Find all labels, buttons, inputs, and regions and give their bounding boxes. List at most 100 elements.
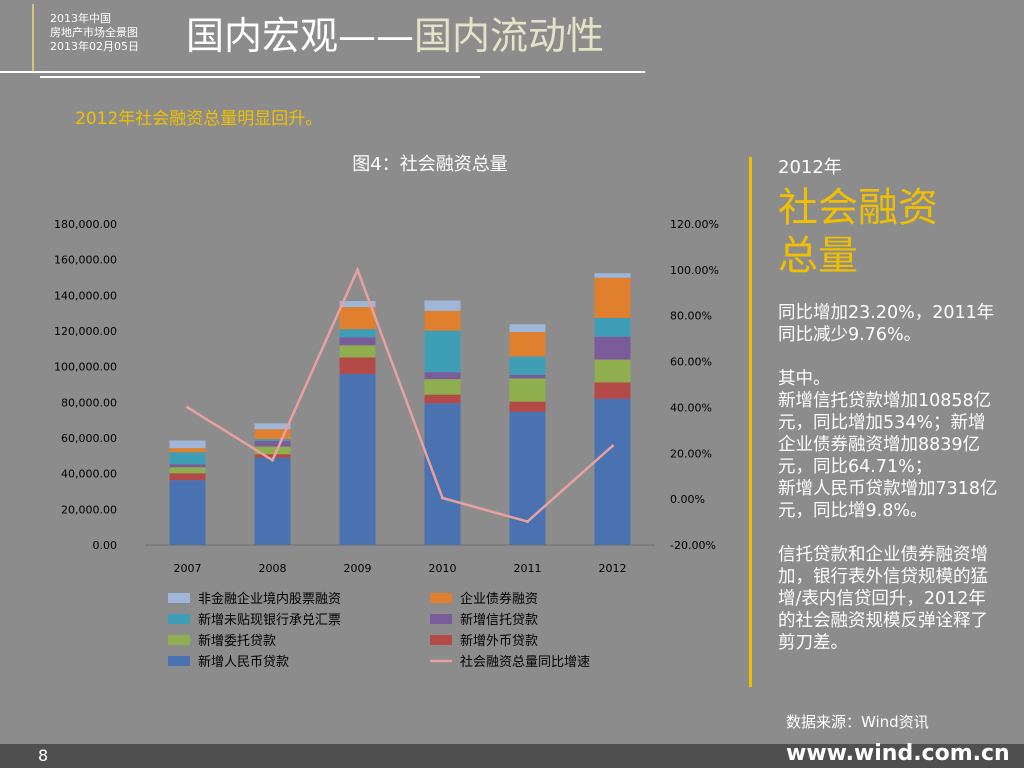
bar-segment xyxy=(509,411,546,545)
y-left-tick-label: 20,000.00 xyxy=(61,503,117,516)
bar-segment xyxy=(509,401,546,412)
bar-segment xyxy=(254,429,291,440)
bar-segment xyxy=(169,440,206,449)
bar-segment xyxy=(254,423,291,430)
y-right-tick-label: 60.00% xyxy=(670,356,712,369)
bar-segment xyxy=(339,373,376,545)
bar-segment xyxy=(339,357,376,374)
x-tick-label: 2009 xyxy=(344,562,372,575)
panel-body-text: 同比增加23.20%，2011年同比减少9.76%。 其中。 新增信托贷款增加1… xyxy=(778,303,998,653)
y-right-tick-label: 100.00% xyxy=(670,264,719,277)
bar-segment xyxy=(339,301,376,308)
bar-segment xyxy=(254,441,291,447)
bar-segment xyxy=(424,403,461,545)
growth-point xyxy=(186,405,189,409)
panel-heading-line-1: 社会融资 xyxy=(778,185,938,231)
x-tick-label: 2008 xyxy=(259,562,287,575)
growth-point xyxy=(356,268,359,272)
y-right-tick-label: 0.00% xyxy=(670,493,705,506)
header-subtitle-line-3: 2013年02月05日 xyxy=(50,40,139,53)
bar-segment xyxy=(339,329,376,338)
header-rule-top xyxy=(0,71,645,73)
header-accent-bar xyxy=(32,4,34,72)
bar-segment xyxy=(424,300,461,311)
y-right-tick-label: -20.00% xyxy=(670,539,716,552)
bar-segment xyxy=(169,464,206,468)
summary-panel: 2012年 社会融资 总量 同比增加23.20%，2011年同比减少9.76%。… xyxy=(778,156,1003,654)
page-title-main: 国内宏观 xyxy=(186,14,339,58)
bar-segment xyxy=(169,480,206,545)
header-subtitle-line-1: 2013年中国 xyxy=(50,12,111,25)
bar-segment xyxy=(254,454,291,458)
footer-url[interactable]: www.wind.com.cn xyxy=(786,741,1010,766)
bar-segment xyxy=(594,277,631,318)
bar-segment xyxy=(169,448,206,453)
y-right-tick-label: 20.00% xyxy=(670,447,712,460)
bar-segment xyxy=(509,374,546,379)
legend-swatch xyxy=(430,635,452,645)
x-tick-label: 2012 xyxy=(599,562,627,575)
y-left-tick-label: 0.00 xyxy=(93,539,118,552)
y-left-tick-label: 80,000.00 xyxy=(61,396,117,409)
footer-bar xyxy=(0,744,1024,768)
legend-swatch xyxy=(168,635,190,645)
page-title: 国内宏观——国内流动性 xyxy=(186,8,604,64)
panel-year: 2012年 xyxy=(778,157,842,178)
y-right-tick-label: 40.00% xyxy=(670,401,712,414)
bar-segment xyxy=(594,273,631,278)
x-tick-label: 2007 xyxy=(174,562,202,575)
bar-segment xyxy=(169,467,206,474)
bar-segment xyxy=(594,398,631,545)
bar-segment xyxy=(339,337,376,346)
y-left-tick-label: 40,000.00 xyxy=(61,468,117,481)
growth-point xyxy=(271,458,274,462)
growth-point xyxy=(441,496,444,500)
legend-label: 社会融资总量同比增速 xyxy=(460,654,590,670)
legend-label: 新增信托贷款 xyxy=(460,612,538,628)
headline: 2012年社会融资总量明显回升。 xyxy=(75,109,323,129)
x-tick-label: 2011 xyxy=(514,562,542,575)
y-left-tick-label: 100,000.00 xyxy=(54,361,117,374)
bar-segment xyxy=(509,332,546,357)
y-left-tick-label: 180,000.00 xyxy=(54,218,117,231)
y-right-tick-label: 80.00% xyxy=(670,310,712,323)
bar-segment xyxy=(169,473,206,481)
bar-segment xyxy=(509,356,546,375)
y-left-tick-label: 120,000.00 xyxy=(54,325,117,338)
growth-point xyxy=(611,444,614,448)
legend-swatch xyxy=(168,614,190,624)
bar-segment xyxy=(424,394,461,404)
bar-segment xyxy=(509,324,546,333)
bar-segment xyxy=(424,379,461,395)
page-title-dash: —— xyxy=(338,14,415,58)
bar-segment xyxy=(509,378,546,402)
data-source: 数据来源：Wind资讯 xyxy=(786,713,929,731)
legend-label: 新增外币贷款 xyxy=(460,633,538,649)
growth-line xyxy=(186,266,614,523)
bar-segment xyxy=(424,330,461,373)
bar-segment xyxy=(424,310,461,331)
header-rule-bottom xyxy=(40,76,480,78)
y-left-tick-label: 140,000.00 xyxy=(54,289,117,302)
x-tick-label: 2010 xyxy=(429,562,457,575)
bar-segment xyxy=(339,307,376,330)
legend-label: 企业债券融资 xyxy=(460,591,538,607)
header-subtitle: 2013年中国 房地产市场全景图 2013年02月05日 xyxy=(50,12,139,54)
legend-swatch xyxy=(168,593,190,603)
bar-segment xyxy=(594,317,631,337)
legend-swatch xyxy=(430,614,452,624)
legend-swatch xyxy=(168,656,190,666)
y-left-tick-label: 160,000.00 xyxy=(54,254,117,267)
chart: 图4：社会融资总量 0.00 20,000.00 40,000.00 60,000.00… xyxy=(54,154,719,670)
page-title-sub: 国内流动性 xyxy=(414,14,605,58)
page-number: 8 xyxy=(38,746,49,765)
legend-swatch xyxy=(430,593,452,603)
panel-heading-line-2: 总量 xyxy=(778,233,858,279)
bar-segment xyxy=(424,372,461,380)
panel-divider xyxy=(749,157,752,687)
bar-segment xyxy=(254,439,291,442)
legend-label: 新增委托贷款 xyxy=(198,633,276,649)
growth-point xyxy=(526,520,529,524)
bar-segment xyxy=(594,336,631,360)
bar-segment xyxy=(254,457,291,545)
